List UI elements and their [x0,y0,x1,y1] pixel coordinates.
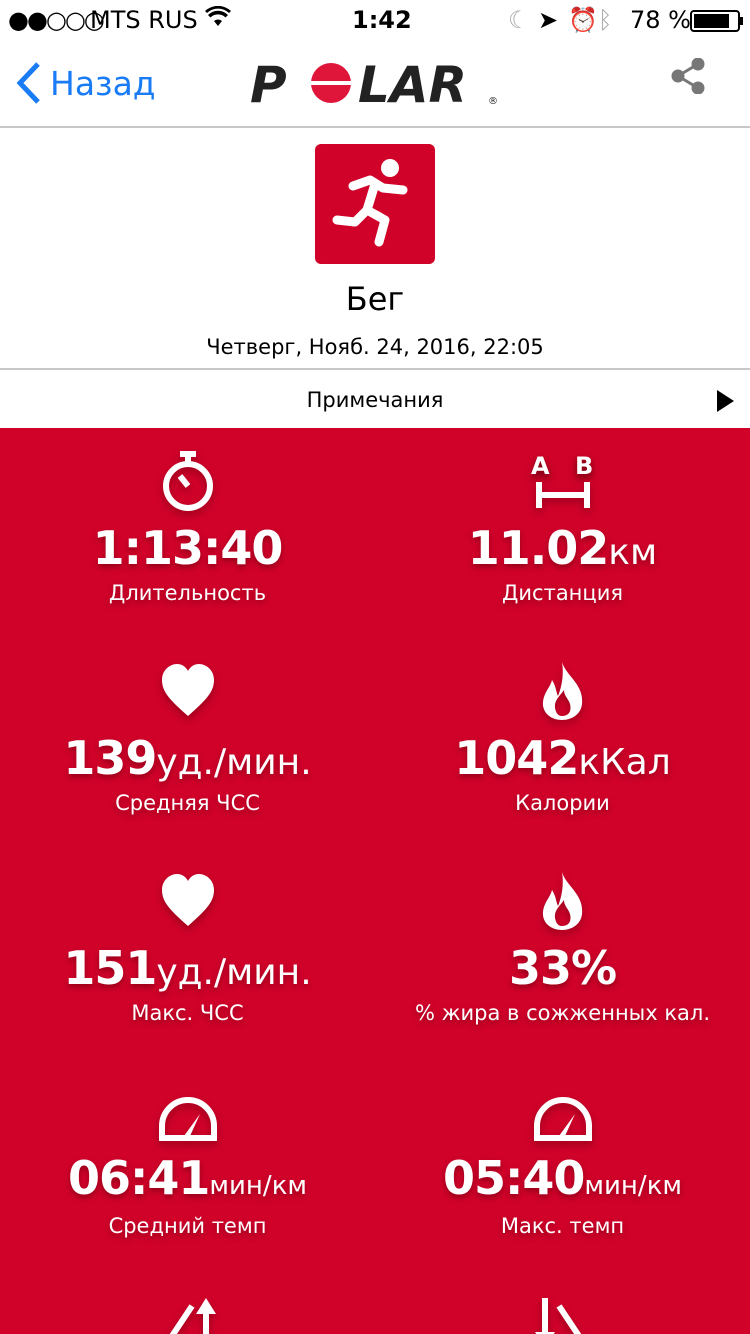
notes-row[interactable]: Примечания [0,368,750,428]
status-bar: ●●○○○ MTS RUS 1:42 ☾ ➤ ⏰ ᛒ 78 % [0,0,750,40]
stat-value: 1042 [454,731,579,785]
svg-text:P: P [250,62,287,108]
carrier: MTS RUS [90,6,198,34]
heart-icon [161,664,214,716]
stat-value: 05:40 [442,1151,585,1205]
back-button[interactable]: Назад [16,62,156,104]
sport-name: Бег [345,280,405,318]
moon-icon: ☾ [508,6,530,34]
stat-label: Калории [515,791,610,815]
stat-duration: 1:13:40 Длительность [0,450,375,605]
stat-max-hr: 151уд./мин. Макс. ЧСС [0,870,375,1025]
notes-label: Примечания [306,388,444,412]
stat-value: 33% [508,941,617,995]
speedometer-icon [533,1097,592,1141]
svg-text:A: A [531,452,550,480]
wifi-icon [205,5,231,34]
svg-text:®: ® [488,96,498,107]
navigation-bar: Назад P LAR ® [0,40,750,128]
stat-label: Макс. ЧСС [131,1001,244,1025]
stat-label: Длительность [108,581,267,605]
stat-label: % жира в сожженных кал. [414,1001,711,1025]
svg-text:B: B [575,452,593,480]
bluetooth-icon: ᛒ [598,6,613,34]
descent-icon [534,1298,581,1334]
ascent-icon [169,1298,216,1334]
alarm-icon: ⏰ [568,6,598,34]
flame-icon [542,662,582,720]
stat-descent [375,1296,750,1334]
stat-calories: 1042кКал Калории [375,660,750,815]
signal-icon: ●●○○○ [8,6,105,34]
heart-icon [161,874,214,926]
stat-label: Средний темп [108,1214,267,1238]
session-header: Бег Четверг, Нояб. 24, 2016, 22:05 [0,130,750,368]
stat-ascent [0,1296,375,1334]
stat-value: 139 [63,731,157,785]
share-icon [671,57,705,95]
stat-max-pace: 05:40мин/км Макс. темп [375,1096,750,1238]
polar-logo: P LAR ® [250,56,502,114]
stat-value: 151 [63,941,157,995]
stat-avg-hr: 139уд./мин. Средняя ЧСС [0,660,375,815]
share-button[interactable] [670,57,706,98]
session-date: Четверг, Нояб. 24, 2016, 22:05 [206,335,544,359]
flame-icon [542,872,582,930]
running-icon [315,144,435,264]
play-arrow-icon [717,390,734,412]
battery-icon [690,10,744,38]
stat-label: Средняя ЧСС [115,791,260,815]
stat-value: 06:41 [67,1151,210,1205]
speedometer-icon [158,1097,217,1141]
svg-text:LAR: LAR [358,62,467,108]
location-icon: ➤ [538,6,559,34]
stat-value: 11.02 [467,521,610,575]
stat-fat-burn: 33% % жира в сожженных кал. [375,870,750,1025]
back-label: Назад [50,63,156,103]
stat-avg-pace: 06:41мин/км Средний темп [0,1096,375,1238]
stat-value: 1:13:40 [92,521,284,575]
stat-label: Дистанция [501,581,623,605]
clock: 1:42 [352,6,412,34]
battery-percent: 78 % [630,6,691,34]
stopwatch-icon [162,451,213,511]
chevron-left-icon [16,62,40,104]
stat-label: Макс. темп [500,1214,625,1238]
